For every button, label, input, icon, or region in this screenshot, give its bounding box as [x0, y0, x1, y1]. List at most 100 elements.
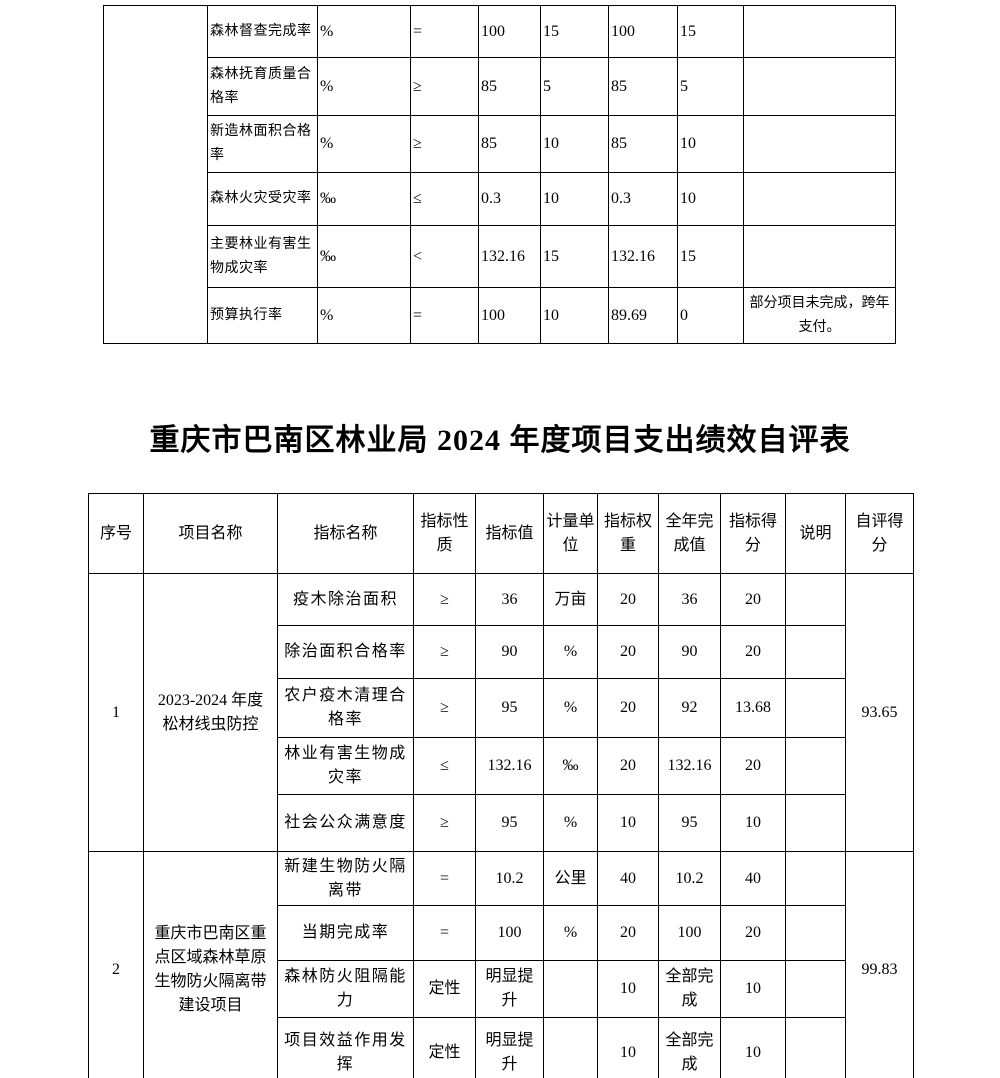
- target-cell: 0.3: [478, 172, 541, 226]
- actual-cell: 132.16: [658, 737, 721, 795]
- note-cell: [785, 905, 846, 961]
- note-cell: [743, 172, 896, 226]
- score-cell: 20: [720, 737, 786, 795]
- nature-cell: 定性: [413, 960, 476, 1018]
- note-cell: [743, 225, 896, 288]
- nature-cell: ≤: [413, 737, 476, 795]
- note-cell: [785, 851, 846, 906]
- score-cell: 10: [677, 115, 744, 173]
- weight-cell: 40: [597, 851, 659, 906]
- table-indicator-continuation: 森林督查完成率 % = 100 15 100 15 森林抚育质量合格率 % ≥ …: [103, 5, 896, 344]
- unit-cell: 万亩: [543, 573, 598, 626]
- weight-cell: 10: [597, 794, 659, 852]
- unit-cell: ‰: [543, 737, 598, 795]
- project-name-cell: 重庆市巴南区重点区域森林草原生物防火隔离带建设项目: [143, 851, 278, 1078]
- note-cell: [743, 57, 896, 116]
- unit-cell: ‰: [317, 172, 411, 226]
- score-cell: 20: [720, 625, 786, 679]
- nature-cell: ≤: [410, 172, 479, 226]
- unit-cell: %: [543, 905, 598, 961]
- unit-cell: %: [317, 115, 411, 173]
- target-cell: 90: [475, 625, 544, 679]
- nature-cell: ≥: [410, 115, 479, 173]
- nature-cell: =: [413, 851, 476, 906]
- score-cell: 15: [677, 225, 744, 288]
- target-cell: 100: [475, 905, 544, 961]
- indicator-name-cell: 预算执行率: [207, 287, 318, 344]
- nature-cell: =: [410, 5, 479, 58]
- note-cell: 部分项目未完成，跨年支付。: [743, 287, 896, 344]
- target-cell: 132.16: [478, 225, 541, 288]
- actual-cell: 132.16: [608, 225, 678, 288]
- score-cell: 0: [677, 287, 744, 344]
- nature-cell: 定性: [413, 1017, 476, 1078]
- score-cell: 10: [720, 1017, 786, 1078]
- actual-cell: 100: [658, 905, 721, 961]
- score-cell: 5: [677, 57, 744, 116]
- actual-cell: 0.3: [608, 172, 678, 226]
- weight-cell: 15: [540, 5, 609, 58]
- weight-cell: 10: [540, 172, 609, 226]
- score-cell: 20: [720, 573, 786, 626]
- target-cell: 85: [478, 115, 541, 173]
- header-indicator-value: 指标值: [475, 493, 544, 574]
- target-cell: 明显提升: [475, 1017, 544, 1078]
- indicator-name-cell: 新造林面积合格率: [207, 115, 318, 173]
- actual-cell: 92: [658, 678, 721, 738]
- note-cell: [785, 573, 846, 626]
- self-score-cell: 93.65: [845, 573, 914, 852]
- actual-cell: 36: [658, 573, 721, 626]
- actual-cell: 100: [608, 5, 678, 58]
- indicator-name-cell: 社会公众满意度: [277, 794, 414, 852]
- table-self-evaluation: 序号 项目名称 指标名称 指标性质 指标值 计量单位 指标权重 全年完成值 指标…: [88, 493, 914, 1078]
- actual-cell: 85: [608, 115, 678, 173]
- project-name-cell: 2023-2024 年度松材线虫防控: [143, 573, 278, 852]
- target-cell: 95: [475, 678, 544, 738]
- weight-cell: 5: [540, 57, 609, 116]
- score-cell: 13.68: [720, 678, 786, 738]
- score-cell: 10: [677, 172, 744, 226]
- seq-cell: 2: [88, 851, 144, 1078]
- unit-cell: [543, 1017, 598, 1078]
- unit-cell: %: [543, 625, 598, 679]
- actual-cell: 全部完成: [658, 1017, 721, 1078]
- unit-cell: %: [543, 794, 598, 852]
- unit-cell: ‰: [317, 225, 411, 288]
- actual-cell: 全部完成: [658, 960, 721, 1018]
- nature-cell: ≥: [413, 794, 476, 852]
- weight-cell: 20: [597, 737, 659, 795]
- target-cell: 132.16: [475, 737, 544, 795]
- target-cell: 明显提升: [475, 960, 544, 1018]
- target-cell: 100: [478, 5, 541, 58]
- indicator-name-cell: 森林火灾受灾率: [207, 172, 318, 226]
- actual-cell: 10.2: [658, 851, 721, 906]
- actual-cell: 90: [658, 625, 721, 679]
- seq-cell: 1: [88, 573, 144, 852]
- indicator-name-cell: 森林抚育质量合格率: [207, 57, 318, 116]
- indicator-name-cell: 农户疫木清理合格率: [277, 678, 414, 738]
- merged-empty-cell: [103, 5, 208, 344]
- header-row: 序号 项目名称 指标名称 指标性质 指标值 计量单位 指标权重 全年完成值 指标…: [88, 493, 914, 574]
- nature-cell: ≥: [413, 678, 476, 738]
- header-annual-actual: 全年完成值: [658, 493, 721, 574]
- unit-cell: %: [317, 287, 411, 344]
- nature-cell: ≥: [410, 57, 479, 116]
- score-cell: 40: [720, 851, 786, 906]
- note-cell: [785, 678, 846, 738]
- unit-cell: 公里: [543, 851, 598, 906]
- actual-cell: 95: [658, 794, 721, 852]
- score-cell: 10: [720, 960, 786, 1018]
- header-indicator-nature: 指标性质: [413, 493, 476, 574]
- score-cell: 10: [720, 794, 786, 852]
- note-cell: [785, 737, 846, 795]
- target-cell: 85: [478, 57, 541, 116]
- indicator-name-cell: 林业有害生物成灾率: [277, 737, 414, 795]
- nature-cell: =: [413, 905, 476, 961]
- target-cell: 10.2: [475, 851, 544, 906]
- weight-cell: 20: [597, 678, 659, 738]
- note-cell: [743, 5, 896, 58]
- self-score-cell: 99.83: [845, 851, 914, 1078]
- weight-cell: 10: [540, 287, 609, 344]
- note-cell: [785, 794, 846, 852]
- score-cell: 15: [677, 5, 744, 58]
